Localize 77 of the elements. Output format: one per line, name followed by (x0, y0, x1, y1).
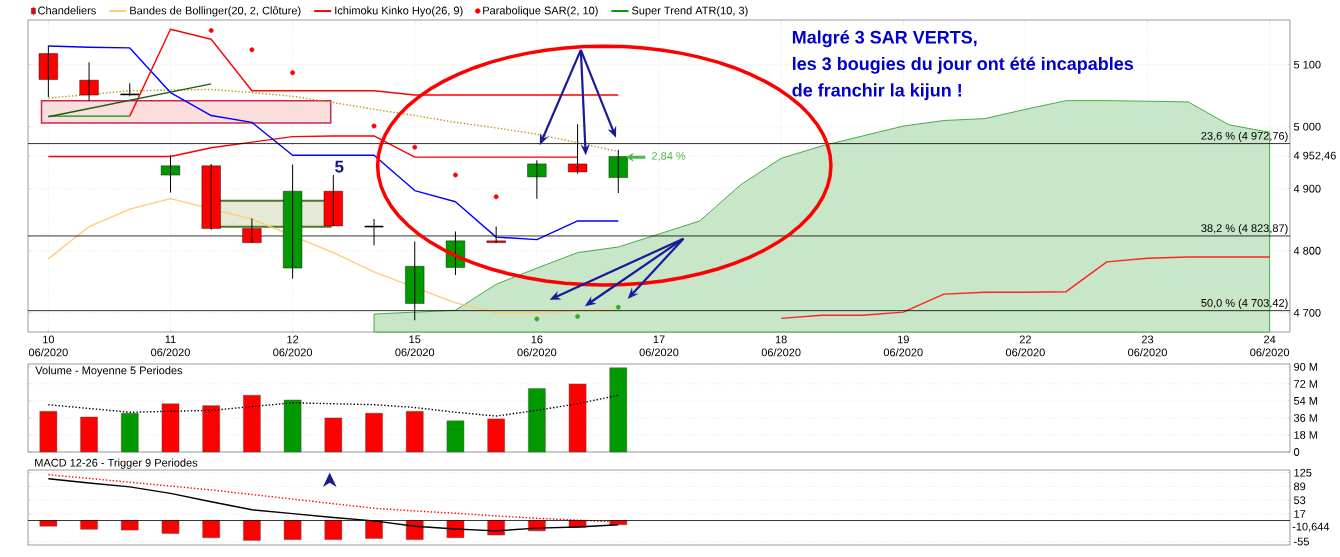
x-tick-label: 23 06/2020 (1128, 335, 1167, 357)
bar (365, 413, 383, 453)
candlestick (201, 163, 221, 231)
text: -10,644 (1292, 522, 1330, 532)
point (412, 144, 418, 150)
x-tick-label: 12 06/2020 (273, 335, 313, 357)
x-tick-label: 11 06/2020 (151, 335, 190, 357)
candlestick (79, 61, 99, 102)
legend-label: Parabolique SAR(2, 10) (483, 6, 598, 17)
bar (243, 395, 261, 453)
candlestick (323, 174, 343, 227)
y-tick-label: 4 900 (1293, 184, 1321, 193)
chart-title: Volume - Moyenne 5 Periodes (35, 366, 183, 377)
y-tick-label: 0 (1293, 448, 1300, 456)
point (453, 172, 458, 178)
bar (80, 416, 98, 453)
bar (121, 413, 139, 453)
y-tick-label: -55 (1294, 537, 1309, 546)
bar (568, 383, 587, 453)
y-tick-label: 4 800 (1293, 246, 1321, 255)
annotation: Malgré 3 SAR VERTS, (792, 30, 977, 48)
y-tick-label: 36 M (1293, 414, 1318, 422)
line-series (47, 88, 619, 153)
y-tick-label: 5 000 (1293, 122, 1321, 131)
point (575, 314, 580, 319)
bar (528, 388, 546, 453)
y-tick-label: 53 (1293, 496, 1306, 505)
candlestick (119, 82, 140, 97)
bar (446, 420, 465, 453)
chart-title: MACD 12-26 - Trigger 9 Periodes (35, 458, 198, 469)
point (290, 70, 296, 76)
annotation: 5 (335, 160, 344, 173)
x-tick-label: 17 06/2020 (639, 335, 679, 357)
y-tick-label: 125 (1294, 468, 1312, 477)
annotation: 2,84 % (652, 151, 686, 162)
point (249, 47, 255, 53)
x-tick-label: 10 06/2020 (28, 335, 68, 357)
legend-label: Super Trend ATR(10, 3) (632, 6, 748, 17)
bar (405, 411, 424, 453)
annotation: les 3 bougies du jour ont été incapables (792, 56, 1134, 74)
point (615, 304, 621, 310)
point (371, 123, 377, 129)
bar (324, 417, 343, 453)
x-tick-label: 18 06/2020 (761, 335, 801, 357)
y-tick-label: 89 (1294, 482, 1306, 491)
y-tick-label: 5 100 (1293, 60, 1321, 69)
y-tick-label: 4 952,46 (1293, 151, 1336, 161)
x-tick-label: 16 06/2020 (517, 335, 557, 357)
point (493, 194, 499, 200)
legend-label: Ichimoku Kinko Hyo(26, 9) (335, 6, 463, 17)
x-tick-label: 19 06/2020 (883, 335, 923, 357)
x-tick-label: 24 06/2020 (1250, 335, 1290, 357)
bar (39, 411, 58, 453)
y-tick-label: 17 (1294, 510, 1306, 518)
bar (202, 405, 220, 453)
ref-line-label: 23,6 % (4 972,76) (1201, 131, 1288, 142)
ref-line-label: 38,2 % (4 823,87) (1201, 224, 1288, 235)
ref-line-label: 50,0 % (4 703,42) (1201, 298, 1288, 309)
y-tick-label: 4 700 (1293, 308, 1321, 317)
x-tick-label: 22 06/2020 (1005, 335, 1045, 357)
legend-label: Chandeliers (38, 6, 96, 15)
y-tick-label: 72 M (1294, 380, 1318, 388)
candlestick (38, 44, 58, 98)
bar (487, 418, 505, 453)
annotation: de franchir la kijun ! (792, 83, 962, 101)
y-tick-label: 18 M (1294, 431, 1318, 439)
candlestick (527, 159, 547, 200)
point (208, 28, 214, 33)
y-tick-label: 90 M (1294, 362, 1318, 371)
bar (161, 403, 180, 453)
candlestick (160, 154, 181, 193)
point (534, 316, 540, 322)
bar (609, 367, 628, 453)
legend-label: Bandes de Bollinger(20, 2, Clôture) (130, 6, 301, 17)
y-tick-label: 54 M (1293, 397, 1318, 405)
bar (283, 399, 302, 453)
x-tick-label: 15 06/2020 (395, 335, 435, 357)
